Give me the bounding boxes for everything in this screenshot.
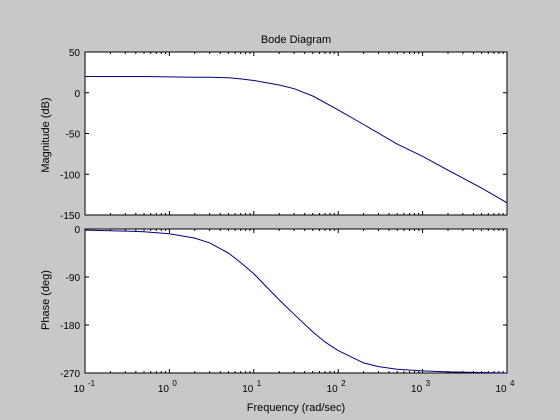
y-tick-label: -270 xyxy=(60,369,80,380)
x-tick-label: 10 xyxy=(158,384,170,395)
x-tick-exponent: 3 xyxy=(426,379,431,388)
y-tick-label: -180 xyxy=(60,321,80,332)
y-tick-label: -50 xyxy=(66,130,81,141)
y-tick-label: -90 xyxy=(66,273,81,284)
x-tick-label: 10 xyxy=(411,384,423,395)
chart-title: Bode Diagram xyxy=(261,34,331,46)
plot-area xyxy=(84,51,508,216)
y-tick-label: 0 xyxy=(74,89,80,100)
x-tick-exponent: 0 xyxy=(172,379,177,388)
magnitude-axes: 50 0 -50 -100 -150 xyxy=(60,48,508,222)
x-tick-label: 10 xyxy=(73,384,85,395)
x-tick-exponent: 4 xyxy=(510,379,515,388)
frequency-xlabel: Frequency (rad/sec) xyxy=(247,402,345,414)
x-tick-label: 10 xyxy=(327,384,339,395)
phase-line xyxy=(84,229,508,374)
y-tick-label: -100 xyxy=(60,170,80,181)
x-tick-exponent: -1 xyxy=(88,379,96,388)
x-tick-label: 10 xyxy=(242,384,254,395)
y-tick-label: 0 xyxy=(74,225,80,236)
x-tick-exponent: 2 xyxy=(341,379,346,388)
magnitude-ylabel: Magnitude (dB) xyxy=(40,97,52,172)
x-tick-label: 10 xyxy=(495,384,507,395)
phase-ylabel: Phase (deg) xyxy=(40,270,52,330)
plot-area xyxy=(84,228,508,374)
y-tick-label: 50 xyxy=(69,48,81,59)
x-tick-exponent: 1 xyxy=(257,379,262,388)
y-tick-label: -150 xyxy=(60,211,80,222)
magnitude-line xyxy=(85,76,508,204)
